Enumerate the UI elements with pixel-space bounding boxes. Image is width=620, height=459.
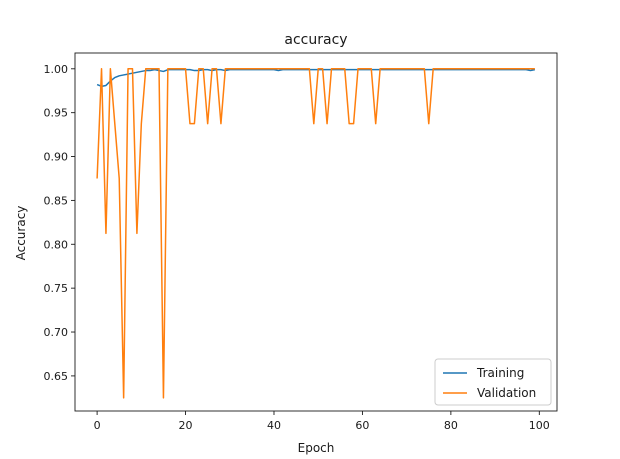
- y-tick-label: 0.80: [44, 238, 69, 251]
- legend-label-training: Training: [476, 366, 524, 380]
- series-lines: [96, 68, 536, 399]
- y-tick-label: 0.75: [44, 282, 69, 295]
- y-tick-label: 0.95: [44, 107, 69, 120]
- x-tick-label: 40: [267, 419, 281, 432]
- y-axis-ticks: 0.65 0.70 0.75 0.80 0.85 0.90 0.95 1.00: [44, 63, 75, 383]
- y-axis-label: Accuracy: [14, 206, 28, 261]
- y-tick-label: 0.90: [44, 151, 69, 164]
- x-axis-ticks: 0 20 40 60 80 100: [94, 411, 550, 432]
- axes-frame: [74, 52, 558, 412]
- x-axis-label: Epoch: [298, 441, 335, 455]
- x-tick-label: 100: [529, 419, 550, 432]
- y-tick-label: 0.85: [44, 194, 69, 207]
- chart-title: accuracy: [284, 32, 347, 48]
- series-line-training: [96, 68, 536, 88]
- x-tick-label: 60: [355, 419, 369, 432]
- series-line-validation: [96, 68, 535, 399]
- x-tick-label: 80: [444, 419, 458, 432]
- legend: Training Validation: [434, 358, 552, 406]
- y-tick-label: 0.65: [44, 370, 69, 383]
- x-tick-label: 0: [94, 419, 101, 432]
- y-tick-label: 0.70: [44, 326, 69, 339]
- legend-label-validation: Validation: [477, 386, 536, 400]
- y-tick-label: 1.00: [44, 63, 69, 76]
- x-tick-label: 20: [179, 419, 193, 432]
